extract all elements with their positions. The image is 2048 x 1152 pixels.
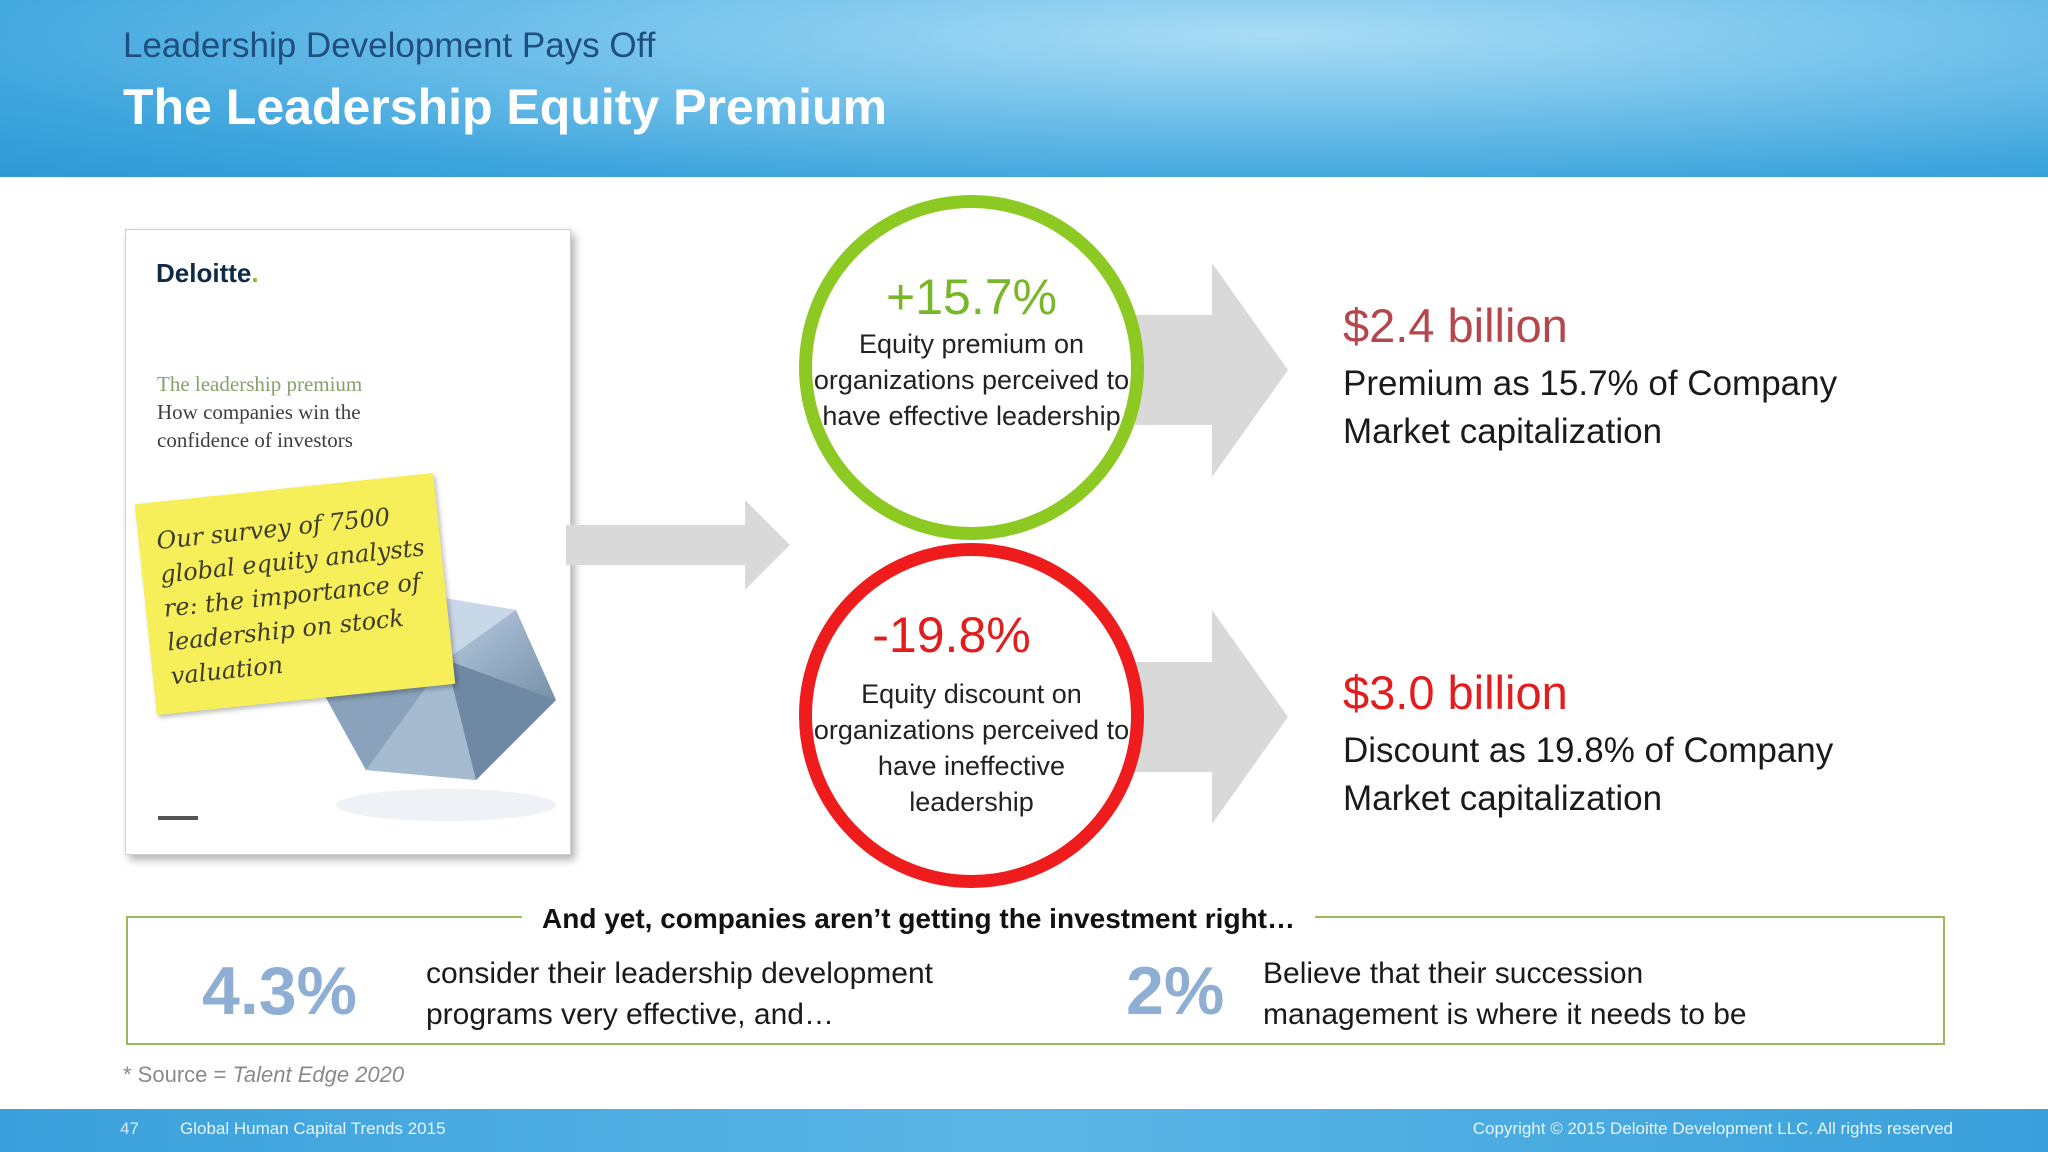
- arrow-to-discount: [1135, 610, 1288, 824]
- report-title-line1: The leadership premium: [157, 372, 363, 396]
- premium-result-line1: Premium as 15.7% of Company: [1343, 364, 1838, 403]
- stat-leadership-line2: programs very effective, and…: [426, 998, 834, 1031]
- arrow-to-circles: [566, 500, 790, 590]
- discount-value: -19.8%: [872, 607, 1031, 663]
- report-title-line3: confidence of investors: [157, 428, 353, 452]
- stat-leadership-value: 4.3%: [202, 953, 357, 1029]
- arrow-to-premium: [1135, 263, 1288, 477]
- report-date-mark: [158, 816, 198, 820]
- page-number: 47: [120, 1119, 139, 1138]
- source-name: Talent Edge 2020: [232, 1062, 405, 1087]
- stat-succession-description: Believe that their succession management…: [1263, 953, 1747, 1035]
- copyright-notice: Copyright © 2015 Deloitte Development LL…: [1472, 1119, 1953, 1138]
- investment-heading: And yet, companies aren’t getting the in…: [522, 903, 1315, 935]
- report-brand-logo: Deloitte.: [156, 258, 259, 288]
- header-banner: Leadership Development Pays Off The Lead…: [0, 0, 2048, 177]
- premium-circle: +15.7% Equity premium on organizations p…: [799, 195, 1144, 540]
- source-note: * Source = Talent Edge 2020: [123, 1062, 404, 1088]
- premium-result: $2.4 billion Premium as 15.7% of Company…: [1343, 296, 1837, 456]
- stat-succession-line2: management is where it needs to be: [1263, 998, 1747, 1031]
- source-prefix: * Source =: [123, 1062, 233, 1087]
- premium-value: +15.7%: [886, 269, 1057, 325]
- discount-result-line1: Discount as 19.8% of Company: [1343, 731, 1834, 770]
- slide-title: The Leadership Equity Premium: [123, 79, 888, 135]
- premium-result-line2: Market capitalization: [1343, 412, 1663, 451]
- discount-circle: -19.8% Equity discount on organizations …: [799, 543, 1144, 888]
- premium-result-value: $2.4 billion: [1343, 299, 1568, 352]
- premium-result-description: Premium as 15.7% of Company Market capit…: [1343, 360, 1837, 456]
- stat-succession-line1: Believe that their succession: [1263, 957, 1644, 990]
- discount-description: Equity discount on organizations perceiv…: [813, 679, 1130, 817]
- stat-leadership-description: consider their leadership development pr…: [426, 953, 933, 1035]
- discount-result-description: Discount as 19.8% of Company Market capi…: [1343, 727, 1833, 823]
- section-kicker: Leadership Development Pays Off: [123, 26, 656, 65]
- footer-bar: 47 Global Human Capital Trends 2015 Copy…: [0, 1109, 2048, 1152]
- discount-result-line2: Market capitalization: [1343, 779, 1663, 818]
- premium-description: Equity premium on organizations perceive…: [813, 329, 1130, 431]
- discount-result: $3.0 billion Discount as 19.8% of Compan…: [1343, 663, 1833, 823]
- stat-leadership-line1: consider their leadership development: [426, 957, 933, 990]
- discount-result-value: $3.0 billion: [1343, 666, 1568, 719]
- stat-succession-value: 2%: [1126, 953, 1225, 1029]
- report-title-line2: How companies win the: [157, 400, 361, 424]
- footer-title: Global Human Capital Trends 2015: [180, 1119, 446, 1138]
- report-title: The leadership premium How companies win…: [157, 370, 537, 454]
